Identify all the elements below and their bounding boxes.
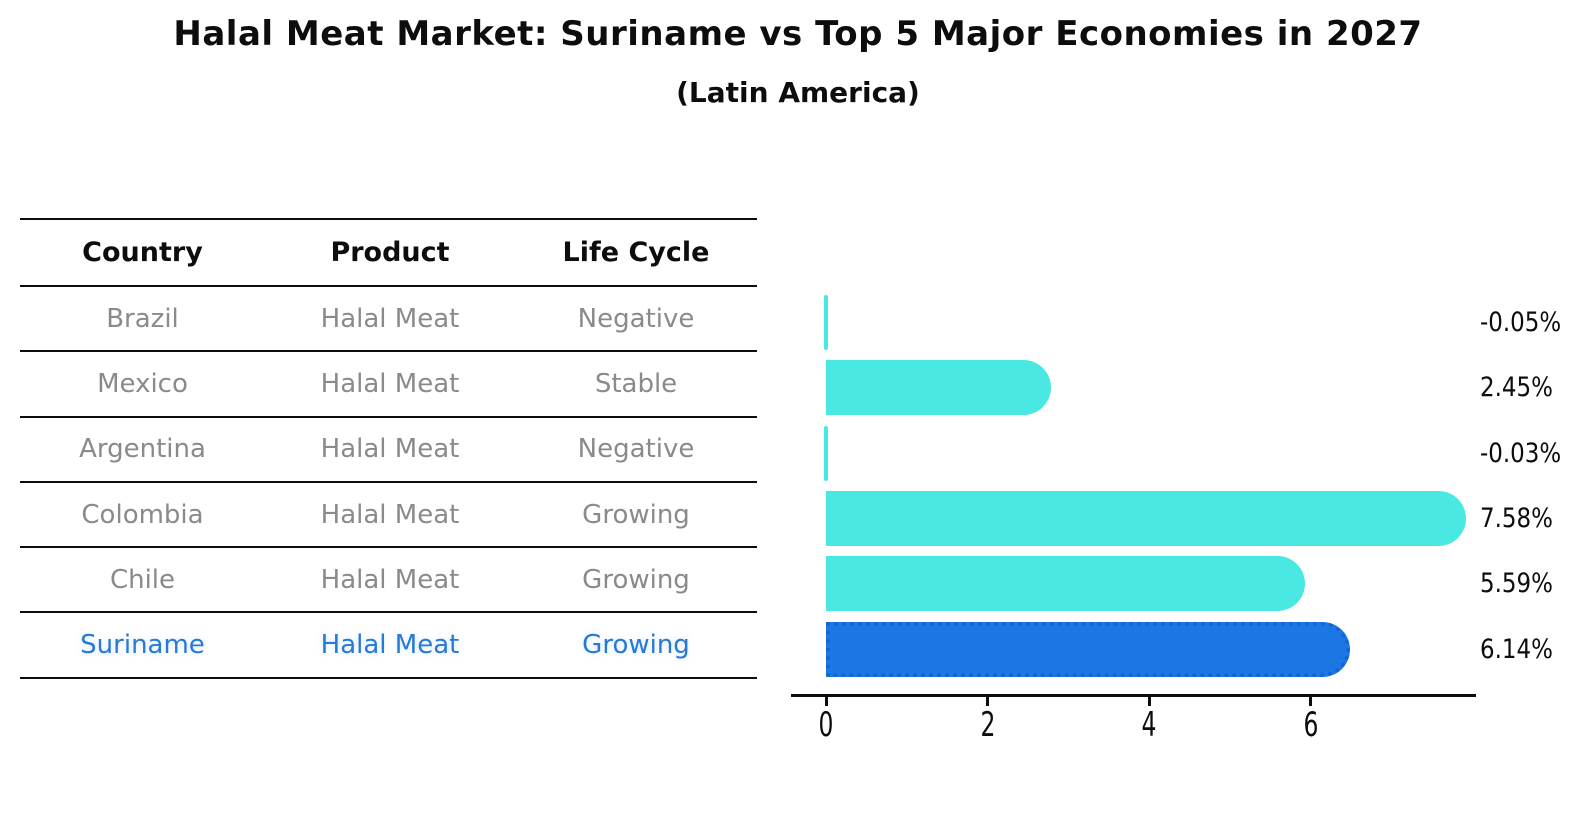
- bar-suriname: [826, 621, 1350, 677]
- table-cell-life-cycle: Stable: [594, 368, 678, 399]
- x-tick: [1147, 697, 1151, 706]
- table-cell-life-cycle: Negative: [577, 303, 695, 334]
- table-cell-country: Mexico: [97, 368, 188, 399]
- x-tick-label: 4: [1141, 705, 1157, 745]
- table-cell-product: Halal Meat: [320, 564, 460, 595]
- bar-argentina: [824, 425, 828, 481]
- value-label-suriname: 6.14%: [1480, 633, 1553, 665]
- chart-subtitle: (Latin America): [676, 76, 920, 109]
- value-label-brazil: -0.05%: [1480, 307, 1562, 338]
- table-header-row: Country Product Life Cycle: [20, 220, 757, 287]
- x-tick-label: 0: [818, 705, 834, 745]
- table-row-argentina: Argentina Halal Meat Negative: [20, 418, 757, 483]
- table-cell-life-cycle: Growing: [582, 499, 690, 530]
- bar-mexico: [826, 360, 1052, 416]
- x-tick: [986, 697, 990, 706]
- table-row-brazil: Brazil Halal Meat Negative: [20, 287, 757, 353]
- value-label-chile: 5.59%: [1480, 568, 1553, 600]
- table-header-cell-country: Country: [82, 237, 203, 268]
- value-label-colombia: 7.58%: [1480, 502, 1553, 534]
- table-cell-product: Halal Meat: [320, 368, 460, 399]
- table-cell-life-cycle: Growing: [582, 564, 690, 595]
- table-row-chile: Chile Halal Meat Growing: [20, 548, 757, 614]
- table-header-cell-product: Product: [330, 237, 450, 268]
- x-tick: [824, 697, 828, 706]
- table-row-mexico: Mexico Halal Meat Stable: [20, 352, 757, 418]
- table-cell-product: Halal Meat: [320, 630, 460, 661]
- value-label-argentina: -0.03%: [1480, 437, 1562, 469]
- bar-colombia: [826, 490, 1466, 546]
- x-tick-label: 6: [1303, 705, 1319, 745]
- value-label-mexico: 2.45%: [1480, 372, 1553, 404]
- table-cell-country: Brazil: [106, 303, 179, 334]
- table-cell-life-cycle: Growing: [582, 630, 690, 661]
- summary-table: Country Product Life Cycle Brazil Halal Mea…: [20, 218, 757, 679]
- bar-brazil: [823, 295, 828, 350]
- table-cell-life-cycle: Negative: [577, 434, 695, 465]
- table-row-suriname: Suriname Halal Meat Growing: [20, 613, 757, 679]
- table-header-cell-life-cycle: Life Cycle: [562, 237, 710, 268]
- x-tick: [1309, 697, 1313, 706]
- table-cell-product: Halal Meat: [320, 499, 460, 530]
- chart-title: Halal Meat Market: Suriname vs Top 5 Maj…: [173, 14, 1423, 54]
- table-cell-product: Halal Meat: [320, 303, 460, 334]
- bar-chile: [826, 556, 1306, 612]
- x-tick-label: 2: [980, 705, 996, 745]
- table-row-colombia: Colombia Halal Meat Growing: [20, 483, 757, 549]
- table-cell-country: Colombia: [81, 499, 204, 530]
- bar-plot: 0 2 4 6 -0.05% 2.45% -0.03% 7.58% 5.59% 6.14%: [791, 285, 1561, 785]
- table-cell-product: Halal Meat: [320, 434, 460, 465]
- table-cell-country: Chile: [109, 564, 176, 595]
- x-axis-line: [791, 694, 1476, 697]
- table-cell-country: Suriname: [80, 630, 205, 661]
- table-cell-country: Argentina: [79, 434, 206, 465]
- table-body: Brazil Halal Meat Negative Mexico Halal Meat…: [20, 287, 757, 679]
